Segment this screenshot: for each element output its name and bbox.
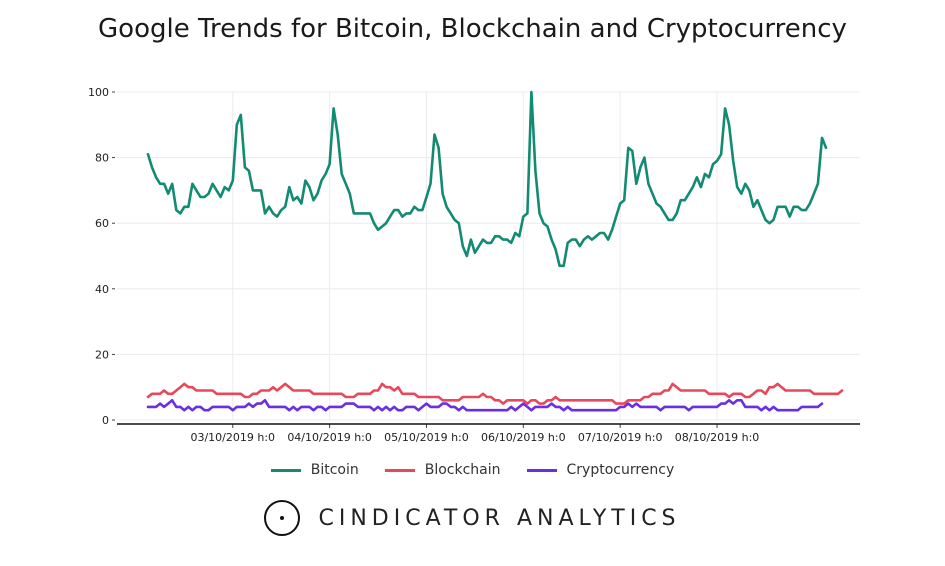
- legend-swatch-bitcoin: [270, 468, 301, 472]
- series-lines: [146, 90, 844, 412]
- legend: Bitcoin Blockchain Cryptocurrency: [0, 462, 945, 478]
- y-tick-label: 100: [88, 86, 109, 99]
- legend-label-blockchain: Blockchain: [424, 462, 501, 478]
- brand-name: CINDICATOR ANALYTICS: [318, 505, 681, 531]
- grid-lines: [117, 91, 860, 421]
- x-tick-label: 04/10/2019 h:0: [287, 431, 372, 444]
- chart-title: Google Trends for Bitcoin, Blockchain an…: [98, 14, 847, 44]
- legend-item-bitcoin[interactable]: Bitcoin: [270, 462, 359, 478]
- circle-dot-icon: [264, 500, 301, 536]
- legend-item-blockchain[interactable]: Blockchain: [384, 462, 501, 478]
- y-tick-label: 40: [95, 283, 109, 296]
- legend-swatch-blockchain: [384, 468, 415, 472]
- y-axis: 0 20 40 60 80 100: [88, 86, 115, 427]
- x-axis: 03/10/2019 h:0 04/10/2019 h:0 05/10/2019 h…: [117, 423, 860, 444]
- legend-label-bitcoin: Bitcoin: [310, 462, 359, 478]
- x-tick-label: 03/10/2019 h:0: [190, 431, 275, 444]
- series-line-cryptocurrency: [146, 399, 824, 412]
- y-tick-label: 80: [95, 152, 109, 165]
- legend-swatch-cryptocurrency: [526, 468, 557, 472]
- y-tick-label: 20: [95, 348, 109, 361]
- legend-label-cryptocurrency: Cryptocurrency: [566, 462, 675, 478]
- x-tick-label: 08/10/2019 h:0: [675, 431, 760, 444]
- x-tick-label: 05/10/2019 h:0: [384, 431, 469, 444]
- x-tick-label: 07/10/2019 h:0: [578, 431, 663, 444]
- legend-item-cryptocurrency[interactable]: Cryptocurrency: [526, 462, 675, 478]
- x-tick-label: 06/10/2019 h:0: [481, 431, 566, 444]
- series-line-bitcoin: [146, 90, 828, 268]
- y-tick-label: 60: [95, 217, 109, 230]
- brand-footer: CINDICATOR ANALYTICS: [0, 500, 945, 536]
- y-tick-label: 0: [102, 414, 109, 427]
- series-line-blockchain: [146, 382, 844, 405]
